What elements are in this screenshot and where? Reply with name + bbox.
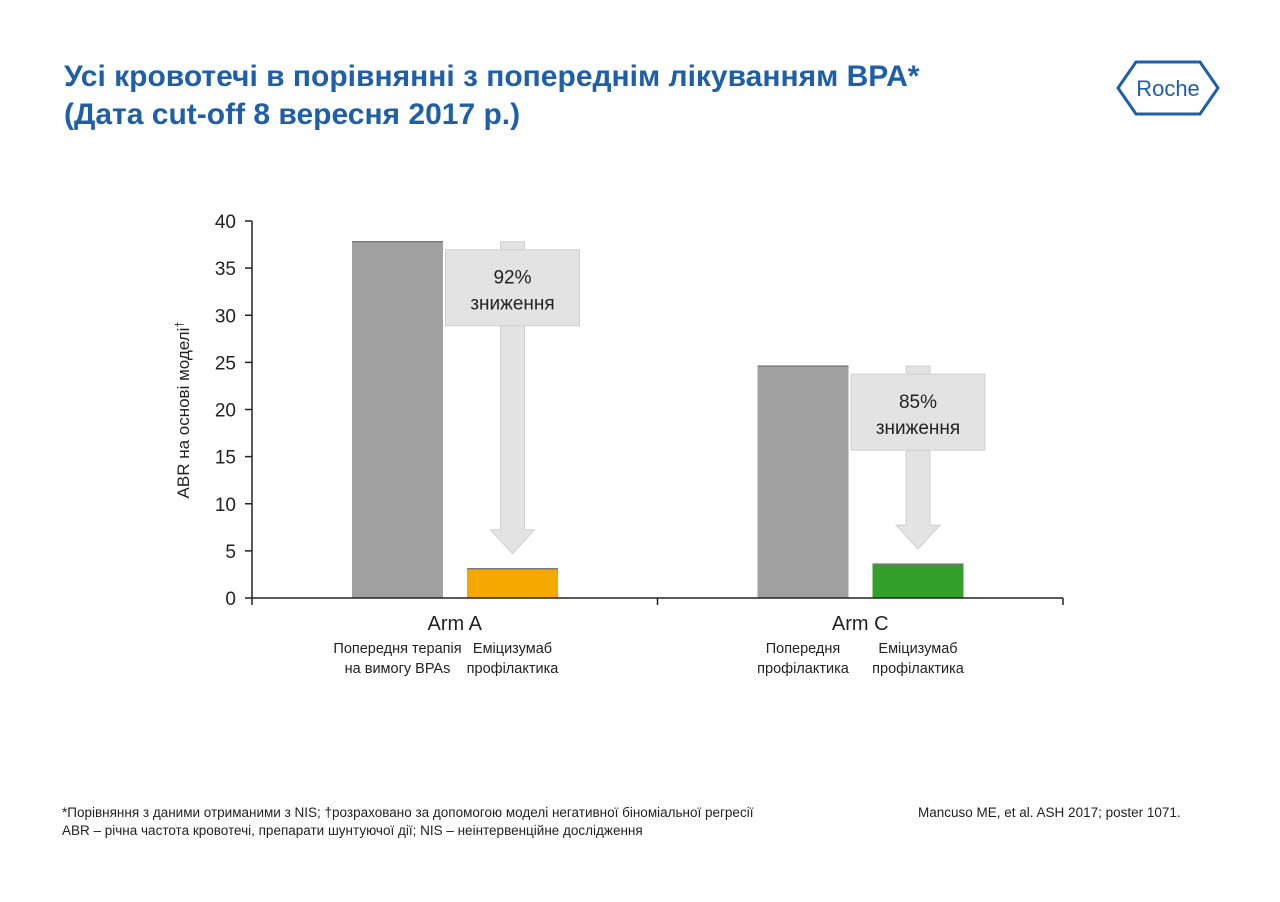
title-line-1: Усі кровотечі в порівнянні з попереднім … xyxy=(64,60,920,93)
footnote: *Порівняння з даними отриманими з NIS; †… xyxy=(62,804,902,840)
footnote-line-1: *Порівняння з даними отриманими з NIS; †… xyxy=(62,805,754,820)
group-label: Arm C xyxy=(832,613,889,635)
y-tick-label: 30 xyxy=(215,306,236,327)
bar-label-line2: профілактика xyxy=(467,661,560,677)
logo-hexagon xyxy=(1116,60,1220,116)
y-tick-label: 10 xyxy=(215,495,236,516)
y-tick-label: 35 xyxy=(215,259,236,280)
title-line-2: (Дата cut-off 8 вересня 2017 р.) xyxy=(64,98,521,131)
y-tick-label: 15 xyxy=(215,448,236,469)
group-label: Arm A xyxy=(428,613,483,635)
reduction-percent: 92% xyxy=(493,268,531,289)
reduction-word: зниження xyxy=(876,418,960,439)
page-title: Усі кровотечі в порівнянні з попереднім … xyxy=(64,58,1064,134)
bar-label-line2: профілактика xyxy=(872,661,965,677)
bar-label-line2: на вимогу BPAs xyxy=(345,661,451,677)
reduction-box xyxy=(445,249,580,327)
logo-text: Roche xyxy=(1136,76,1200,101)
y-tick-label: 25 xyxy=(215,353,236,374)
y-axis-label: ABR на основі моделі† xyxy=(174,322,193,499)
roche-logo: Roche xyxy=(1116,60,1220,116)
bar-label-line2: профілактика xyxy=(757,661,850,677)
y-tick-label: 5 xyxy=(225,542,236,563)
bar-label-line1: Попередня xyxy=(766,641,841,657)
source-citation: Mancuso ME, et al. ASH 2017; poster 1071… xyxy=(918,805,1181,820)
bar-arm-c-emicizumab xyxy=(872,564,964,598)
bar-label-line1: Еміцизумаб xyxy=(473,641,552,657)
bar-arm-a-prior xyxy=(352,241,443,599)
bar-label-line1: Еміцизумаб xyxy=(878,641,957,657)
footnote-line-2: ABR – річна частота кровотечі, препарати… xyxy=(62,823,643,838)
y-tick-label: 0 xyxy=(225,589,236,610)
y-tick-label: 20 xyxy=(215,401,236,422)
y-tick-label: 40 xyxy=(215,212,236,233)
bar-arm-a-emicizumab xyxy=(467,568,558,598)
bars xyxy=(352,240,964,599)
bar-arm-c-prior xyxy=(757,366,849,598)
bar-label-line1: Попередня терапія xyxy=(333,641,461,657)
reduction-percent: 85% xyxy=(899,392,937,413)
reduction-word: зниження xyxy=(470,294,554,315)
axes: 0 5 10 15 20 25 30 35 40 Попередня терапія на вимо… xyxy=(215,212,1064,677)
reduction-box xyxy=(850,373,986,451)
reduction-arrows: 92% зниження 85% зниження xyxy=(445,241,986,555)
